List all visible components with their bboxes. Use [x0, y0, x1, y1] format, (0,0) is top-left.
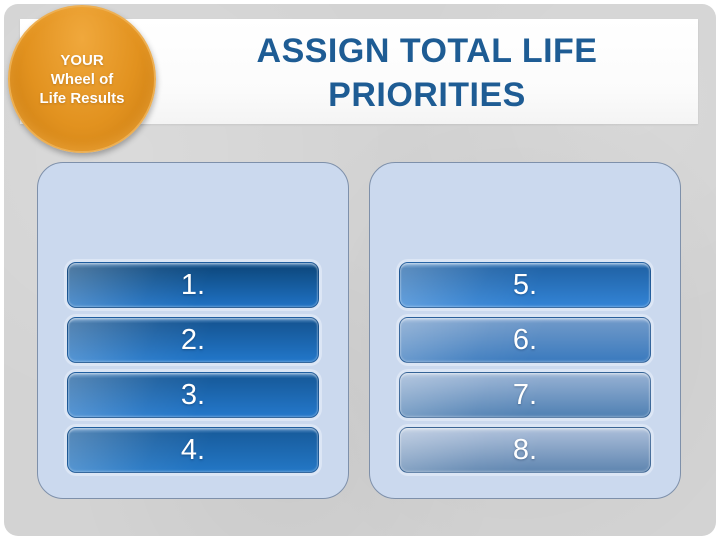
priority-button-2-label: 2.	[180, 323, 206, 356]
slide-title: ASSIGN TOTAL LIFE PRIORITIES	[170, 29, 684, 117]
badge-text: YOUR Wheel of Life Results	[39, 51, 124, 108]
badge-line3: Life Results	[39, 89, 125, 107]
priority-button-6[interactable]: 6.	[399, 317, 651, 363]
priority-button-1-label: 1.	[180, 268, 206, 301]
slide-title-line1: ASSIGN TOTAL LIFE	[256, 32, 598, 70]
priority-button-6-label: 6.	[512, 323, 538, 356]
slide-title-line2: PRIORITIES	[328, 76, 526, 114]
priority-button-4[interactable]: 4.	[67, 427, 319, 473]
badge-line1: YOUR	[60, 51, 104, 69]
priority-button-5-label: 5.	[512, 268, 538, 301]
priorities-panel-1-4: 1. 2. 3. 4.	[37, 162, 349, 499]
wheel-of-life-results-badge: YOUR Wheel of Life Results	[8, 5, 156, 153]
priority-button-4-label: 4.	[180, 433, 206, 466]
priorities-panel-5-8: 5. 6. 7. 8.	[369, 162, 681, 499]
priority-button-8-label: 8.	[512, 433, 538, 466]
priority-button-2[interactable]: 2.	[67, 317, 319, 363]
priority-button-5[interactable]: 5.	[399, 262, 651, 308]
priority-button-7[interactable]: 7.	[399, 372, 651, 418]
priority-button-8[interactable]: 8.	[399, 427, 651, 473]
priority-button-3-label: 3.	[180, 378, 206, 411]
slide-background: ASSIGN TOTAL LIFE PRIORITIES YOUR Wheel …	[4, 4, 716, 536]
badge-line2: Wheel of	[50, 70, 114, 88]
priority-button-3[interactable]: 3.	[67, 372, 319, 418]
priority-button-7-label: 7.	[512, 378, 538, 411]
priority-button-1[interactable]: 1.	[67, 262, 319, 308]
